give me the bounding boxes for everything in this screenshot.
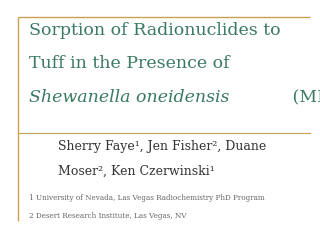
Text: 2 Desert Research Institute, Las Vegas, NV: 2 Desert Research Institute, Las Vegas, … [29, 212, 186, 220]
Text: Sherry Faye¹, Jen Fisher², Duane: Sherry Faye¹, Jen Fisher², Duane [58, 140, 266, 153]
Text: Moser², Ken Czerwinski¹: Moser², Ken Czerwinski¹ [58, 164, 214, 177]
Text: (MR-1): (MR-1) [287, 89, 320, 106]
Text: Sorption of Radionuclides to: Sorption of Radionuclides to [29, 22, 280, 39]
Text: Tuff in the Presence of: Tuff in the Presence of [29, 55, 229, 72]
Text: Shewanella oneidensis: Shewanella oneidensis [29, 89, 229, 106]
Text: 1 University of Nevada, Las Vegas Radiochemistry PhD Program: 1 University of Nevada, Las Vegas Radioc… [29, 194, 264, 202]
